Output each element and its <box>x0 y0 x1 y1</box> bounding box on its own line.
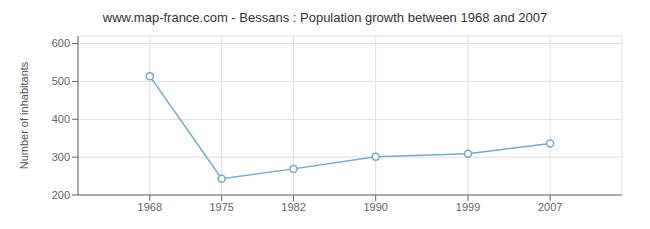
svg-text:1990: 1990 <box>363 201 387 213</box>
svg-text:Number of inhabitants: Number of inhabitants <box>18 61 30 169</box>
svg-text:200: 200 <box>52 189 70 201</box>
html-text:www.map-france.com - Bessans :: www.map-france.com - Bessans : Populatio… <box>102 10 548 25</box>
svg-text:400: 400 <box>52 113 70 125</box>
svg-text:1982: 1982 <box>281 201 305 213</box>
svg-text:1975: 1975 <box>209 201 233 213</box>
svg-text:2007: 2007 <box>538 201 562 213</box>
svg-text:1968: 1968 <box>138 201 162 213</box>
svg-text:600: 600 <box>52 37 70 49</box>
svg-text:300: 300 <box>52 151 70 163</box>
svg-text:500: 500 <box>52 75 70 87</box>
svg-text:1999: 1999 <box>456 201 480 213</box>
